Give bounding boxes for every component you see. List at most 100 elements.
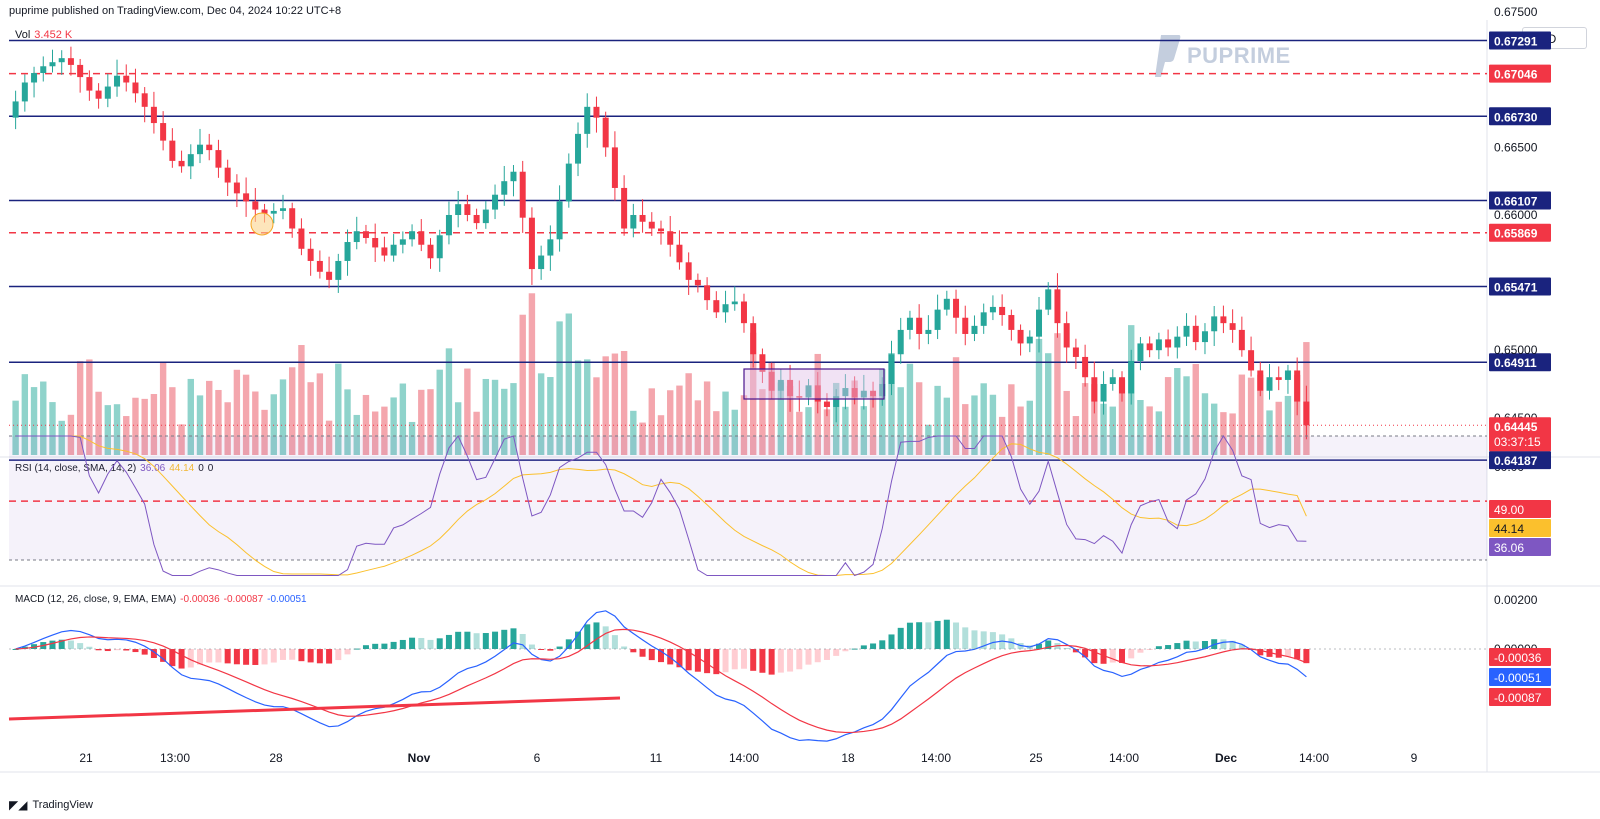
volume-bar [298,345,305,455]
level-badge [1489,191,1551,210]
highlight-circle [250,212,274,236]
macd-histogram-bar [787,649,794,672]
volume-bar [113,404,121,455]
volume-bar [436,369,443,455]
volume-bar [574,360,582,455]
macd-histogram-bar [362,645,369,649]
volume-bar [187,378,194,455]
macd-histogram-bar [842,649,849,652]
time-tick: 6 [534,751,541,765]
macd-histogram-bar [215,649,222,663]
macd-badge [1489,688,1551,706]
price-axis: 0.67291 0.67046 0.66730 0.66107 0.65869 0.654… [1489,5,1551,470]
candle-body [482,209,489,224]
volume-bar [482,378,490,455]
volume-bar [371,411,379,455]
volume-bars [12,293,1310,455]
macd-histogram-bar [1284,649,1291,657]
volume-bar [381,406,388,455]
volume-bar [242,374,250,455]
macd-signal-line [15,628,1307,734]
volume-bar [510,383,517,455]
candle-body [658,228,664,232]
volume-bar [40,381,47,455]
volume-bar [49,402,56,455]
volume-bar [335,363,342,455]
macd-histogram-bar [86,646,93,649]
rsi-ma-line [15,435,1307,576]
candle-body [556,201,563,240]
candle-body [538,255,545,270]
macd-histogram-bar [67,640,74,649]
candle-body [593,106,600,118]
volume-bar [537,373,545,455]
volume-bar [427,389,434,455]
volume-bar [123,416,130,455]
candle-body [1146,343,1153,351]
level-badge [1489,353,1551,372]
candle-body [298,228,305,249]
macd-histogram-bar [575,631,582,649]
volume-bar [58,420,65,455]
volume-bar [565,313,573,455]
candle-body [1229,323,1236,330]
volume-bar [289,367,296,455]
candle-body [455,204,462,215]
macd-histogram-bar [1201,640,1208,649]
macd-histogram-bar [381,643,388,649]
macd-histogram-bar [316,649,323,664]
volume-bar [30,387,38,455]
candle-body [31,73,38,83]
level-badge-text: 0.65471 [1494,281,1538,295]
macd-histogram-bar [1165,645,1172,649]
macd-histogram-bar [427,639,434,649]
candle-body [870,390,877,397]
macd-histogram-bar [658,649,664,663]
candle-body [114,75,121,87]
rsi-badge-text: 36.06 [1494,541,1524,555]
volume-bar [528,293,536,455]
candle-body [1248,350,1255,371]
macd-histogram-bar [860,645,867,649]
candle-body [261,209,268,214]
rsi-upper-value: 0 [198,463,204,474]
macd-histogram-bar [980,631,987,649]
volume-bar [104,405,112,455]
macd-histogram-bar [114,649,121,651]
macd-badge-text: -0.00051 [1494,671,1542,685]
volume-bar [759,389,766,455]
volume-bar [703,381,711,455]
candle-body [731,301,738,305]
volume-bar [473,411,480,455]
macd-histogram-bar [252,649,259,665]
candle-body [381,247,388,256]
macd-histogram-bar [999,634,1006,649]
macd-histogram-bar [1109,649,1116,663]
candle-body [1118,377,1125,394]
volume-bar [169,387,176,455]
volume-bar [915,382,923,455]
volume-bar [823,409,831,455]
volume-bar [786,385,794,455]
annotations [250,212,885,400]
volume-bar [1109,406,1116,455]
level-badge [1489,223,1551,242]
macd-histogram-bar [1036,643,1043,649]
macd-histogram-bar [206,649,213,663]
volume-bar [279,379,287,455]
candle-body [215,150,222,168]
volume-bar [851,380,858,455]
candle-body [252,201,259,210]
candle-body [372,237,379,248]
candle-body [667,231,674,245]
candle-body [362,231,369,238]
candle-body [132,82,139,94]
candle-body [833,396,840,407]
macd-histogram-bar [1091,649,1098,664]
macd-histogram-bar [455,631,462,649]
volume-bar [1183,376,1190,455]
macd-histogram-bar [132,649,139,653]
macd-histogram-bar [1063,647,1070,649]
volume-bar [1017,406,1024,455]
